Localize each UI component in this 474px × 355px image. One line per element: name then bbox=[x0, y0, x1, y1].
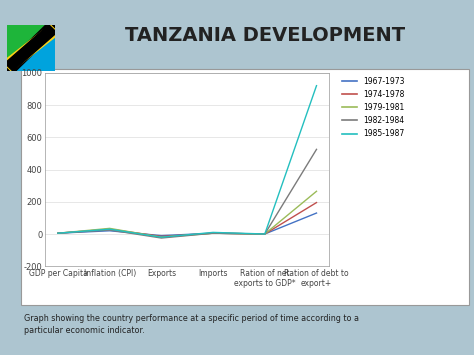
Legend: 1967-1973, 1974-1978, 1979-1981, 1982-1984, 1985-1987: 1967-1973, 1974-1978, 1979-1981, 1982-19… bbox=[342, 77, 405, 138]
FancyBboxPatch shape bbox=[21, 69, 469, 305]
Polygon shape bbox=[7, 25, 55, 71]
Text: Graph showing the country performance at a specific period of time according to : Graph showing the country performance at… bbox=[24, 314, 359, 335]
Text: TANZANIA DEVELOPMENT: TANZANIA DEVELOPMENT bbox=[126, 26, 405, 45]
Polygon shape bbox=[7, 25, 55, 71]
Polygon shape bbox=[7, 25, 55, 71]
Polygon shape bbox=[7, 25, 55, 71]
Polygon shape bbox=[7, 25, 55, 71]
